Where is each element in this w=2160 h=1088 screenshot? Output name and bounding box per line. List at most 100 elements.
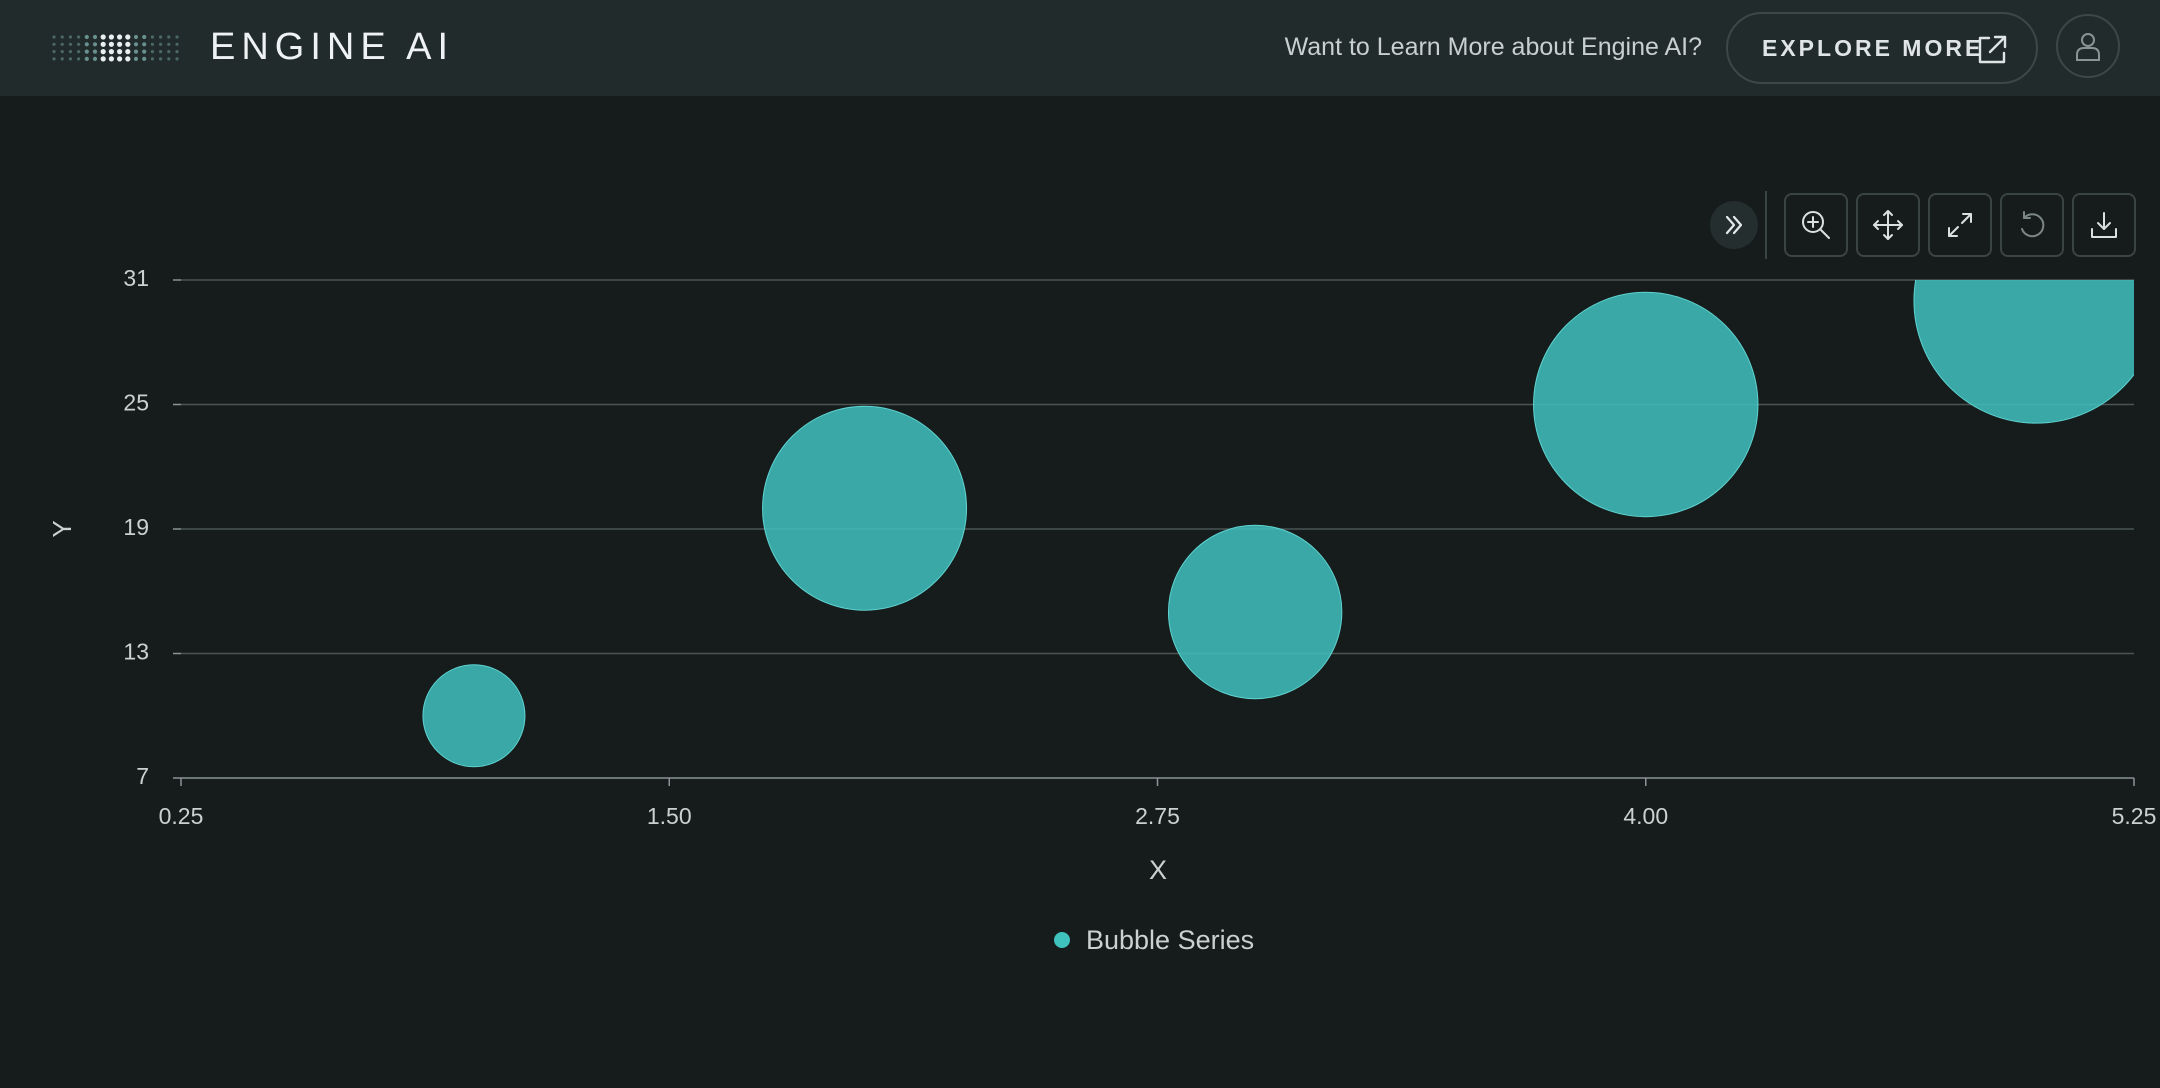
pan-button[interactable] <box>1856 193 1920 257</box>
logo-dot <box>159 50 163 54</box>
x-tick-label: 5.25 <box>2112 803 2157 829</box>
logo-dot <box>167 35 171 39</box>
undo-icon <box>2021 211 2045 238</box>
bubble-point[interactable] <box>1913 178 2159 424</box>
logo-dot <box>108 56 114 62</box>
logo-dot <box>52 57 56 61</box>
logo-dot <box>92 56 98 61</box>
logo-dot <box>92 42 98 47</box>
user-icon <box>2076 33 2100 61</box>
y-tick-label: 19 <box>123 514 149 540</box>
bubble-point[interactable] <box>1533 291 1759 518</box>
logo-dot <box>60 35 64 39</box>
logo-dot <box>52 35 56 39</box>
logo-dot <box>117 49 123 55</box>
logo-dot <box>100 49 106 55</box>
logo-dot <box>117 34 123 40</box>
logo-dot <box>60 57 64 61</box>
bubble-point[interactable] <box>422 664 526 768</box>
x-tick-label: 1.50 <box>647 803 692 829</box>
legend-label: Bubble Series <box>1086 924 1255 955</box>
reset-button[interactable] <box>2000 193 2064 257</box>
logo-dot <box>77 42 81 46</box>
logo-dot <box>84 49 89 54</box>
x-tick-label: 2.75 <box>1135 803 1180 829</box>
external-link-icon <box>1978 35 2007 64</box>
logo-dot <box>100 56 106 62</box>
y-tick-label: 7 <box>136 763 149 789</box>
logo-dot <box>142 42 147 47</box>
logo-dot <box>92 49 98 54</box>
logo-dot <box>142 56 147 61</box>
logo-dot <box>175 42 179 46</box>
logo-dot <box>133 34 139 40</box>
logo-dot <box>125 34 131 40</box>
download-button[interactable] <box>2072 193 2136 257</box>
logo-dot <box>100 34 106 40</box>
explore-more-button[interactable]: EXPLORE MORE <box>1726 12 2038 84</box>
logo-dot <box>92 34 98 40</box>
logo-dot <box>142 34 147 40</box>
x-tick-label: 4.00 <box>1623 803 1668 829</box>
logo-dot <box>150 42 154 46</box>
logo-dot <box>60 42 64 46</box>
bubble-point[interactable] <box>762 405 968 611</box>
logo-dot <box>175 57 179 61</box>
logo-dot <box>167 42 171 46</box>
download-icon <box>2091 212 2117 238</box>
logo-dot <box>84 42 89 47</box>
logo-dot <box>175 50 179 54</box>
bubble-point[interactable] <box>1167 524 1343 700</box>
double-chevron-right-icon <box>1725 215 1743 235</box>
y-tick-label: 13 <box>123 639 149 665</box>
logo-dot <box>117 41 123 47</box>
x-axis-title: X <box>1149 855 1167 885</box>
logo-dot <box>52 42 56 46</box>
logo-dot <box>60 50 64 54</box>
logo-dot <box>77 35 81 39</box>
logo-dots-icon <box>52 34 179 62</box>
logo-dot <box>150 57 154 61</box>
logo-dot <box>125 56 131 62</box>
logo-dot <box>159 42 163 46</box>
logo-dot <box>68 50 72 54</box>
logo-dot <box>167 57 171 61</box>
logo-dot <box>68 42 72 46</box>
logo-dot <box>167 50 171 54</box>
logo-dot <box>159 35 163 39</box>
logo-dot <box>133 42 139 47</box>
logo-dot <box>125 41 131 47</box>
logo-dot <box>68 35 72 39</box>
logo-dot <box>108 49 114 55</box>
user-profile-button[interactable] <box>2056 14 2120 78</box>
fullscreen-button[interactable] <box>1928 193 1992 257</box>
logo-dot <box>108 41 114 47</box>
logo-dot <box>150 50 154 54</box>
zoom-in-icon <box>1802 211 1830 239</box>
logo-dot <box>77 57 81 61</box>
collapse-toolbar-button[interactable] <box>1710 201 1758 249</box>
y-tick-label: 31 <box>123 265 149 291</box>
logo-dot <box>84 56 89 61</box>
logo-dot <box>125 49 131 55</box>
y-axis-title: Y <box>47 520 77 537</box>
x-tick-label: 0.25 <box>159 803 204 829</box>
logo-dot <box>68 57 72 61</box>
logo-dot <box>84 34 89 40</box>
logo-dot <box>159 57 163 61</box>
brand-logo: ENGINE AI <box>210 26 455 68</box>
promo-text: Want to Learn More about Engine AI? <box>1284 33 1702 61</box>
y-tick-label: 25 <box>123 390 149 416</box>
logo-dot <box>175 35 179 39</box>
logo-dot <box>108 34 114 40</box>
zoom-button[interactable] <box>1784 193 1848 257</box>
move-icon <box>1873 210 1903 240</box>
legend-item[interactable]: Bubble Series <box>1054 920 1254 960</box>
logo-dot <box>133 49 139 54</box>
logo-dot <box>117 56 123 62</box>
explore-more-label: EXPLORE MORE <box>1762 34 1984 61</box>
logo-dot <box>133 56 139 61</box>
expand-icon <box>1948 213 1972 237</box>
logo-dot <box>77 50 81 54</box>
